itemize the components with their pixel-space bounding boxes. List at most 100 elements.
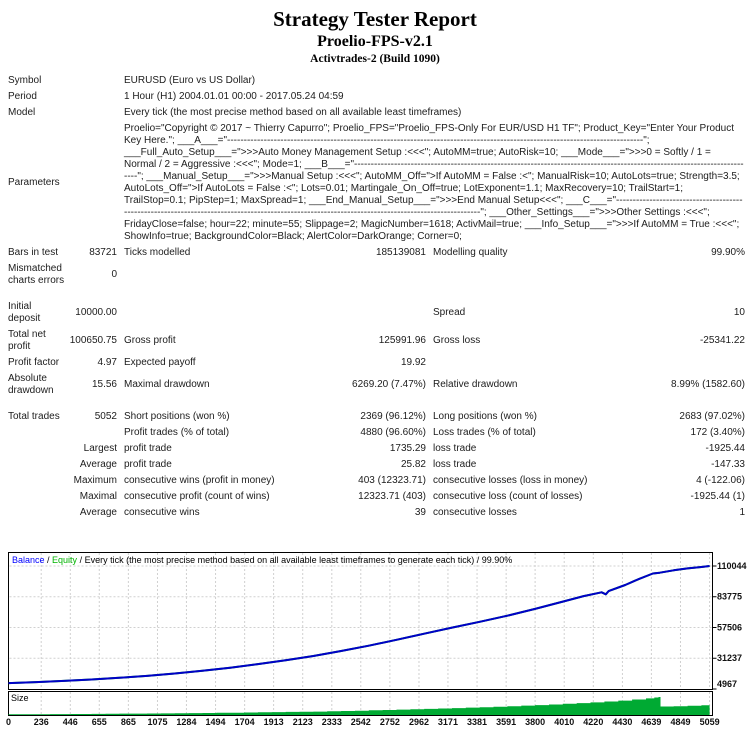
stat-row: Total net profit 100650.75 Gross profit 125… xyxy=(8,327,745,355)
stat-value: 2369 (96.12%) xyxy=(360,411,426,422)
stat-label: Initial deposit xyxy=(8,301,41,324)
stat-label: Profit trades (% of total) xyxy=(124,427,230,438)
stat-value: 19.92 xyxy=(400,357,426,368)
x-tick-label: 4639 xyxy=(641,717,662,727)
stat-value: 100650.75 xyxy=(69,335,117,346)
spacer-cell xyxy=(8,399,745,409)
stat-value: Average xyxy=(79,459,117,470)
stat-value: 4880 (96.60%) xyxy=(360,427,426,438)
stat-label: Modelling quality xyxy=(433,247,508,258)
stat-value: Largest xyxy=(83,443,117,454)
legend-balance: Balance xyxy=(12,555,45,565)
stat-row: Largest profit trade 1735.29 loss trade -192… xyxy=(8,441,745,457)
x-tick-label: 1494 xyxy=(205,717,226,727)
x-tick-label: 4849 xyxy=(670,717,691,727)
stat-row: Total trades 5052 Short positions (won %) 2… xyxy=(8,409,745,425)
stat-value: 185139081 xyxy=(375,247,426,258)
stat-label: consecutive loss (count of losses) xyxy=(433,491,583,502)
stat-label: Long positions (won %) xyxy=(433,411,537,422)
stat-label: consecutive losses xyxy=(433,507,517,518)
stat-value: 1735.29 xyxy=(389,443,426,454)
stat-label: Profit factor xyxy=(8,357,60,368)
x-tick-label: 655 xyxy=(91,717,107,727)
stat-row: Maximal consecutive profit (count of wins… xyxy=(8,489,745,505)
x-tick-label: 865 xyxy=(120,717,136,727)
spacer-cell xyxy=(8,289,745,299)
stat-value: Maximal xyxy=(79,491,117,502)
stat-label xyxy=(8,489,66,505)
stat-label xyxy=(426,355,608,371)
x-tick-label: 3591 xyxy=(496,717,517,727)
trade-number-axis: 0 236 446 655 865 1075 1284 1494 1704 1913 2123 233… xyxy=(0,717,750,731)
size-chart: Size xyxy=(0,691,750,721)
size-bars xyxy=(8,697,710,715)
stat-row: Profit factor 4.97 Expected payoff 19.92 xyxy=(8,355,745,371)
stat-value: 39 xyxy=(414,507,426,518)
stat-label xyxy=(8,441,66,457)
y-tick-label: 83775 xyxy=(717,592,742,602)
stat-label: loss trade xyxy=(433,443,477,454)
stat-value: 1 xyxy=(739,507,745,518)
stat-value: 15.56 xyxy=(91,379,117,390)
info-value: EURUSD (Euro vs US Dollar) xyxy=(124,75,256,86)
y-tick-label: 4967 xyxy=(717,679,737,689)
stat-row: Average consecutive wins 39 consecutive los… xyxy=(8,505,745,521)
stat-row: Profit trades (% of total) 4880 (96.60%) L… xyxy=(8,425,745,441)
stat-value xyxy=(294,261,426,289)
info-label: Symbol xyxy=(8,75,42,86)
stat-label: Total trades xyxy=(8,411,60,422)
info-label: Model xyxy=(8,107,36,118)
stat-value xyxy=(608,261,745,289)
stat-value: 4.97 xyxy=(97,357,117,368)
size-chart-label: Size xyxy=(11,693,29,703)
report-title: Strategy Tester Report xyxy=(273,7,477,31)
legend-equity: Equity xyxy=(52,555,78,565)
report-table: Symbol EURUSD (Euro vs US Dollar) Period 1 … xyxy=(8,73,745,521)
stat-label xyxy=(8,473,66,489)
info-row: Parameters Proelio="Copyright © 2017 ~ Th… xyxy=(8,121,745,245)
x-tick-label: 4430 xyxy=(612,717,633,727)
stat-value: 6269.20 (7.47%) xyxy=(352,379,426,390)
stat-row: Absolute drawdown 15.56 Maximal drawdown 62… xyxy=(8,371,745,399)
info-row: Model Every tick (the most precise method… xyxy=(8,105,745,121)
y-tick-label: 57506 xyxy=(717,622,742,632)
stat-label xyxy=(117,299,294,327)
stat-row: Average profit trade 25.82 loss trade -147.3… xyxy=(8,457,745,473)
x-tick-label: 2752 xyxy=(379,717,400,727)
stat-value: 4 (-122.06) xyxy=(696,475,745,486)
stat-label xyxy=(8,505,66,521)
x-tick-label: 2333 xyxy=(321,717,342,727)
stat-label: profit trade xyxy=(124,459,172,470)
stat-label xyxy=(117,261,294,289)
stat-value: 5052 xyxy=(94,411,117,422)
stat-row: Bars in test 83721 Ticks modelled 185139081… xyxy=(8,245,745,261)
stat-label xyxy=(8,425,66,441)
stat-label: Ticks modelled xyxy=(124,247,191,258)
stat-value: 83721 xyxy=(89,247,117,258)
balance-equity-chart: 4967 31237 57506 83775 110044 Balance / Equit… xyxy=(0,552,750,695)
x-tick-label: 446 xyxy=(62,717,78,727)
x-tick-label: 236 xyxy=(33,717,49,727)
report-header: Strategy Tester Report Proelio-FPS-v2.1 … xyxy=(0,0,750,67)
y-tick-label: 31237 xyxy=(717,653,742,663)
spacer-row xyxy=(8,399,745,409)
stat-value: -147.33 xyxy=(711,459,745,470)
ea-name: Proelio-FPS-v2.1 xyxy=(317,33,433,50)
balance-line xyxy=(8,565,710,685)
x-tick-label: 1704 xyxy=(234,717,255,727)
stat-value: 2683 (97.02%) xyxy=(679,411,745,422)
stat-label: consecutive profit (count of wins) xyxy=(124,491,270,502)
stat-label: Bars in test xyxy=(8,247,59,258)
stat-label: Expected payoff xyxy=(124,357,196,368)
stat-value: 403 (12323.71) xyxy=(358,475,426,486)
x-tick-label: 3800 xyxy=(525,717,546,727)
stat-label: profit trade xyxy=(124,443,172,454)
balance-chart-svg: 4967 31237 57506 83775 110044 Balance / Equit… xyxy=(8,552,747,690)
x-tick-label: 5059 xyxy=(699,717,720,727)
info-row: Period 1 Hour (H1) 2004.01.01 00:00 - 201… xyxy=(8,89,745,105)
stat-label: loss trade xyxy=(433,459,477,470)
info-value: Proelio="Copyright © 2017 ~ Thierry Capu… xyxy=(124,123,744,242)
stat-label xyxy=(8,457,66,473)
stat-row: Initial deposit 10000.00 Spread 10 xyxy=(8,299,745,327)
